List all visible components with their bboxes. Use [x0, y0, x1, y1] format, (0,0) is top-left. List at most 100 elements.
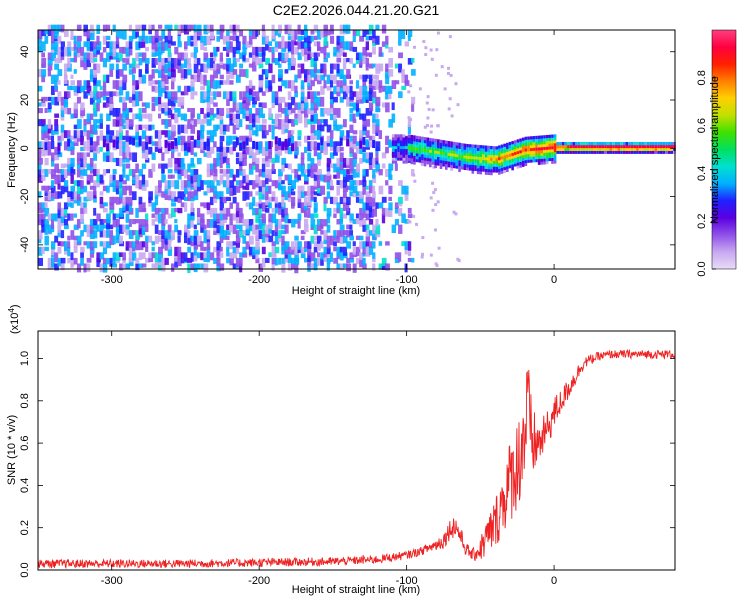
heatmap-cell [196, 207, 201, 218]
heatmap-cell [109, 130, 115, 136]
heatmap-cell [281, 107, 287, 114]
heatmap-cell [274, 207, 279, 214]
heatmap-cell [89, 191, 93, 201]
heatmap-cell [313, 185, 319, 190]
heatmap-cell [307, 80, 311, 88]
heatmap-cell [287, 219, 292, 224]
heatmap-cell [577, 144, 581, 149]
heatmap-cell [278, 235, 282, 242]
heatmap-cell [57, 241, 61, 246]
heatmap-cell [99, 174, 104, 184]
heatmap-cell [63, 224, 69, 230]
heatmap-cell [413, 138, 416, 142]
heatmap-cell [307, 119, 312, 125]
heatmap-cell [255, 91, 260, 101]
heatmap-cell [148, 191, 153, 201]
heatmap-cell [407, 35, 411, 42]
heatmap-cell [368, 107, 373, 116]
heatmap-cell [125, 230, 131, 236]
heatmap-cell [287, 24, 292, 34]
heatmap-cell [320, 219, 324, 228]
heatmap-cell [402, 157, 406, 161]
heatmap-cell [119, 96, 123, 103]
heatmap-cell [274, 219, 279, 227]
heatmap-cell [252, 196, 256, 207]
heatmap-cell [410, 146, 414, 150]
heatmap-cell [426, 157, 429, 162]
heatmap-cell [346, 185, 350, 191]
heatmap-cell [529, 147, 533, 152]
heatmap-cell [229, 213, 234, 220]
heatmap-cell [47, 135, 51, 141]
heatmap-cell [339, 130, 345, 140]
heatmap-cell [431, 152, 435, 157]
heatmap-cell [252, 140, 256, 149]
heatmap-cell [109, 96, 114, 104]
heatmap-cell [242, 146, 246, 154]
heatmap-cell [174, 163, 178, 171]
heatmap-cell [500, 167, 504, 171]
heatmap-cell [138, 69, 143, 78]
heatmap-cell [601, 147, 605, 152]
heatmap-cell [261, 113, 266, 119]
heatmap-cell [434, 150, 437, 154]
heatmap-cell [365, 157, 370, 164]
heatmap-cell [242, 46, 247, 56]
heatmap-cell [102, 185, 108, 192]
heatmap-cell [70, 213, 74, 221]
heatmap-cell [434, 153, 437, 157]
heatmap-cell [281, 52, 285, 61]
heatmap-cell [553, 140, 557, 144]
heatmap-cell [122, 119, 126, 124]
heatmap-cell [229, 80, 234, 85]
heatmap-cell [193, 52, 197, 59]
heatmap-cell [500, 156, 504, 160]
heatmap-cell [372, 124, 377, 135]
heatmap-cell [235, 24, 240, 33]
heatmap-cell [167, 213, 173, 219]
heatmap-cell [484, 154, 488, 158]
heatmap-cell [543, 140, 546, 145]
heatmap-cell [368, 35, 373, 41]
heatmap-cell [401, 30, 406, 40]
heatmap-cell [287, 41, 293, 52]
heatmap-cell [437, 156, 440, 160]
heatmap-cell [96, 35, 100, 46]
heatmap-cell [119, 130, 124, 140]
heatmap-cell [614, 142, 618, 146]
heatmap-cell [167, 46, 172, 57]
heatmap-cell [83, 130, 88, 137]
heatmap-cell [187, 119, 192, 129]
heatmap-cell [54, 191, 60, 200]
heatmap-cell [466, 149, 469, 153]
heatmap-cell [458, 145, 461, 149]
heatmap-cell [161, 207, 166, 214]
heatmap-cell [521, 137, 525, 141]
heatmap-cell [44, 142, 48, 151]
heatmap-cell [96, 119, 102, 124]
heatmap-cell [398, 30, 402, 37]
heatmap-cell [193, 46, 198, 53]
heatmap-cell [252, 252, 256, 260]
heatmap-cell [213, 124, 219, 132]
heatmap-cell [628, 144, 631, 149]
heatmap-cell [132, 174, 137, 185]
heatmap-cell [44, 146, 50, 156]
heatmap-cell [187, 135, 191, 143]
heatmap-cell [271, 124, 275, 131]
heatmap-cell [171, 174, 175, 179]
heatmap-cell [86, 91, 92, 96]
heatmap-cell [333, 241, 337, 247]
heatmap-cell [219, 24, 225, 33]
heatmap-cell [265, 35, 270, 45]
heatmap-cell [99, 224, 104, 232]
heatmap-cell [99, 196, 104, 204]
heatmap-cell [313, 113, 318, 123]
heatmap-cell [439, 159, 443, 164]
heatmap-cell [287, 163, 292, 170]
heatmap-cell [229, 146, 234, 155]
heatmap-cell [265, 41, 270, 51]
heatmap-cell [307, 185, 312, 196]
heatmap-cell [76, 41, 82, 49]
heatmap-cell [200, 219, 205, 228]
